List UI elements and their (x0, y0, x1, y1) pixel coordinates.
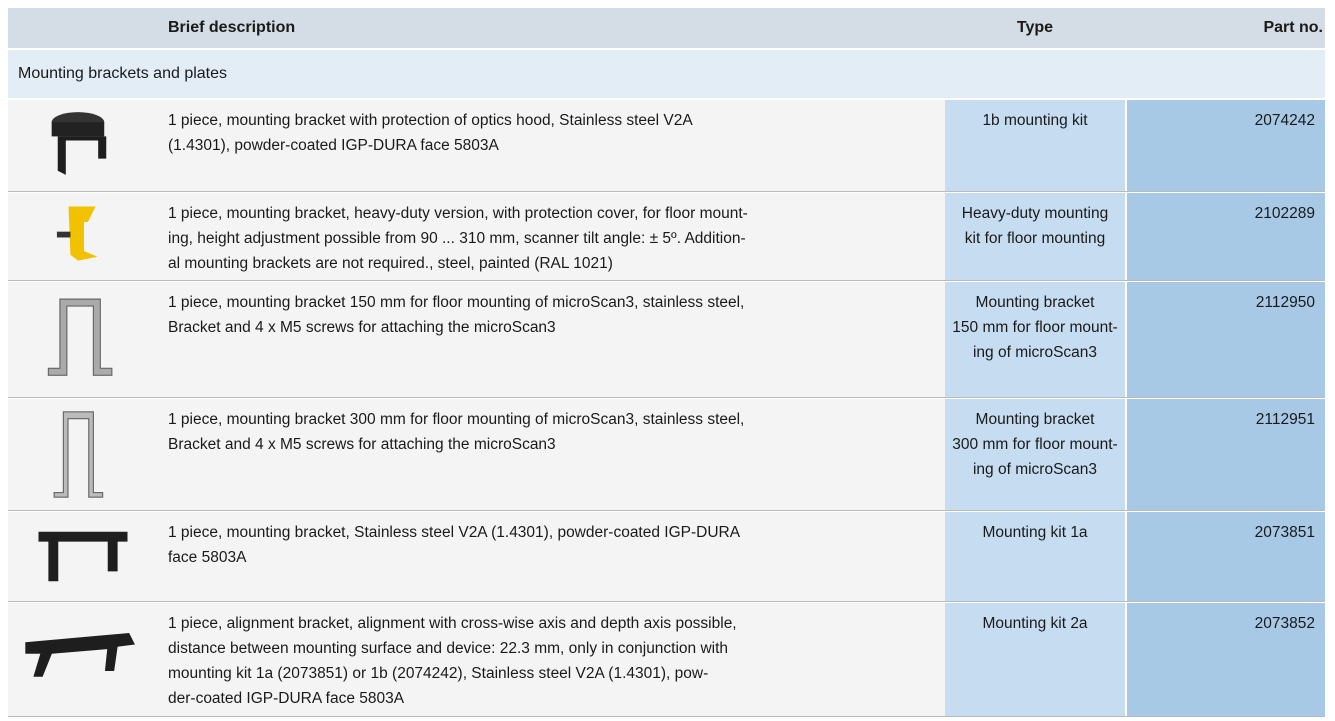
description-line: Bracket and 4 x M5 screws for attaching … (168, 319, 556, 336)
product-icon (38, 531, 128, 582)
product-icon (47, 298, 113, 376)
row-separator (8, 397, 1325, 398)
type-cell: Mounting kit 2a (945, 603, 1125, 716)
description-line: 1 piece, mounting bracket 300 mm for flo… (168, 411, 745, 428)
row-separator (8, 191, 1325, 192)
description: 1 piece, mounting bracket, heavy-duty ve… (168, 201, 938, 276)
type-line: 300 mm for floor mount- (952, 436, 1118, 453)
description-line: al mounting brackets are not required., … (168, 255, 613, 272)
type-line: Mounting kit 2a (982, 615, 1088, 632)
row-bg (8, 282, 945, 397)
part-number: 2112950 (1127, 282, 1325, 397)
header-row (8, 8, 1325, 48)
section-title: Mounting brackets and plates (8, 50, 1325, 98)
row-bg (8, 399, 945, 510)
row-bg (8, 100, 945, 191)
description-line: Bracket and 4 x M5 screws for attaching … (168, 436, 556, 453)
product-image (8, 603, 158, 716)
type-line: ing of microScan3 (972, 344, 1098, 361)
description-line: ing, height adjustment possible from 90 … (168, 230, 746, 247)
row-bg (8, 512, 945, 601)
type-line: 1b mounting kit (982, 112, 1088, 129)
product-image (8, 193, 158, 280)
type-line: Mounting kit 1a (982, 524, 1088, 541)
description-line: (1.4301), powder-coated IGP-DURA face 58… (168, 137, 499, 154)
type-line: Mounting bracket (975, 294, 1095, 311)
type-line: kit for floor mounting (964, 230, 1106, 247)
part-number: 2073852 (1127, 603, 1325, 716)
type-cell: Mounting bracket 300 mm for floor mount-i… (945, 399, 1125, 510)
row-bg (8, 603, 945, 716)
type-line: Mounting bracket (975, 411, 1095, 428)
product-image (8, 100, 158, 191)
product-image (8, 512, 158, 601)
row-separator (8, 510, 1325, 511)
product-icon (51, 112, 107, 175)
type-line: Heavy-duty mounting (961, 205, 1109, 222)
description: 1 piece, mounting bracket with protectio… (168, 108, 938, 158)
description-line: distance between mounting surface and de… (168, 640, 729, 657)
description: 1 piece, mounting bracket, Stainless ste… (168, 520, 938, 570)
part-number: 2074242 (1127, 100, 1325, 191)
description: 1 piece, mounting bracket 300 mm for flo… (168, 407, 938, 457)
description-line: 1 piece, alignment bracket, alignment wi… (168, 615, 737, 632)
description-line: 1 piece, mounting bracket, heavy-duty ve… (168, 205, 748, 222)
row-separator (8, 601, 1325, 602)
product-image (8, 399, 158, 510)
row-bg (8, 193, 945, 280)
row-separator (8, 280, 1325, 281)
description-line: 1 piece, mounting bracket with protectio… (168, 112, 693, 129)
header-cell: Type (1016, 19, 1054, 36)
type-cell: Mounting kit 1a (945, 512, 1125, 601)
product-icon (53, 411, 104, 498)
description-line: face 5803A (168, 549, 247, 566)
header-cell: Brief description (168, 19, 296, 36)
header-cell: Part no. (1263, 19, 1323, 36)
part-number: 2073851 (1127, 512, 1325, 601)
description-line: 1 piece, mounting bracket 150 mm for flo… (168, 294, 745, 311)
description-line: der-coated IGP-DURA face 5803A (168, 690, 405, 707)
description-line: 1 piece, mounting bracket, Stainless ste… (168, 524, 741, 541)
product-icon (56, 206, 98, 261)
part-number: 2102289 (1127, 193, 1325, 280)
type-cell: Mounting bracket 150 mm for floor mount-i… (945, 282, 1125, 397)
type-cell: 1b mounting kit (945, 100, 1125, 191)
part-number: 2112951 (1127, 399, 1325, 510)
description: 1 piece, alignment bracket, alignment wi… (168, 611, 938, 711)
description-line: mounting kit 1a (2073851) or 1b (2074242… (168, 665, 709, 682)
type-cell: Heavy-duty mounting kit for floor mountin… (945, 193, 1125, 280)
product-image (8, 282, 158, 397)
product-icon (25, 632, 135, 677)
type-line: ing of microScan3 (972, 461, 1098, 478)
description: 1 piece, mounting bracket 150 mm for flo… (168, 290, 938, 340)
type-line: 150 mm for floor mount- (952, 319, 1118, 336)
